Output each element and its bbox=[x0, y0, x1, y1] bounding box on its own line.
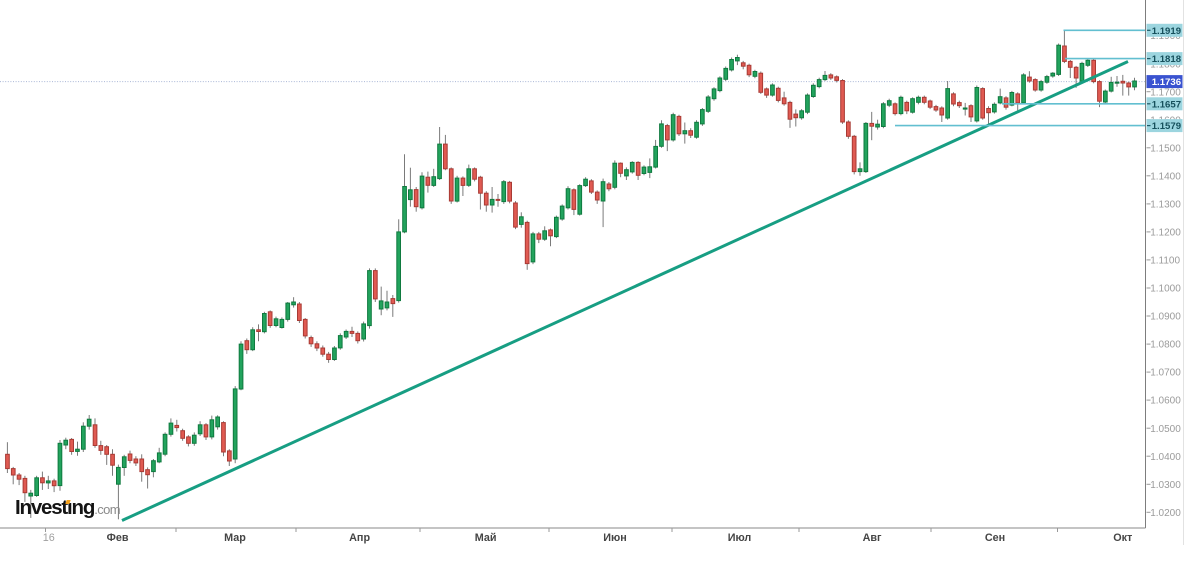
svg-text:16: 16 bbox=[43, 532, 55, 544]
svg-text:1.0200: 1.0200 bbox=[1150, 508, 1181, 519]
svg-text:1.0300: 1.0300 bbox=[1150, 480, 1181, 491]
svg-text:1.1100: 1.1100 bbox=[1150, 256, 1180, 267]
svg-text:1.0500: 1.0500 bbox=[1150, 424, 1181, 435]
svg-text:Мар: Мар bbox=[224, 532, 246, 544]
svg-text:1.0700: 1.0700 bbox=[1150, 368, 1181, 379]
svg-text:1.0600: 1.0600 bbox=[1150, 396, 1181, 407]
svg-text:1.1300: 1.1300 bbox=[1150, 200, 1181, 211]
svg-text:Июн: Июн bbox=[603, 532, 627, 544]
svg-text:1.1500: 1.1500 bbox=[1150, 143, 1181, 154]
svg-text:Июл: Июл bbox=[728, 532, 752, 544]
svg-text:1.1657: 1.1657 bbox=[1152, 99, 1181, 110]
svg-text:1.1400: 1.1400 bbox=[1150, 171, 1181, 182]
svg-text:1.0900: 1.0900 bbox=[1150, 312, 1181, 323]
svg-text:1.1579: 1.1579 bbox=[1152, 121, 1181, 132]
svg-text:1.1000: 1.1000 bbox=[1150, 284, 1181, 295]
svg-text:Май: Май bbox=[475, 532, 497, 544]
svg-text:1.1736: 1.1736 bbox=[1152, 77, 1181, 88]
svg-text:Авг: Авг bbox=[863, 532, 882, 544]
svg-text:1.1700: 1.1700 bbox=[1150, 87, 1181, 98]
svg-text:1.1818: 1.1818 bbox=[1152, 54, 1182, 65]
svg-text:Фев: Фев bbox=[107, 532, 129, 544]
svg-text:1.1200: 1.1200 bbox=[1150, 228, 1181, 239]
svg-text:1.0800: 1.0800 bbox=[1150, 340, 1181, 351]
svg-text:Апр: Апр bbox=[349, 532, 370, 544]
svg-text:Окт: Окт bbox=[1113, 532, 1132, 544]
svg-text:Сен: Сен bbox=[985, 532, 1005, 544]
svg-text:1.1919: 1.1919 bbox=[1152, 26, 1181, 37]
svg-text:1.0400: 1.0400 bbox=[1150, 452, 1181, 463]
